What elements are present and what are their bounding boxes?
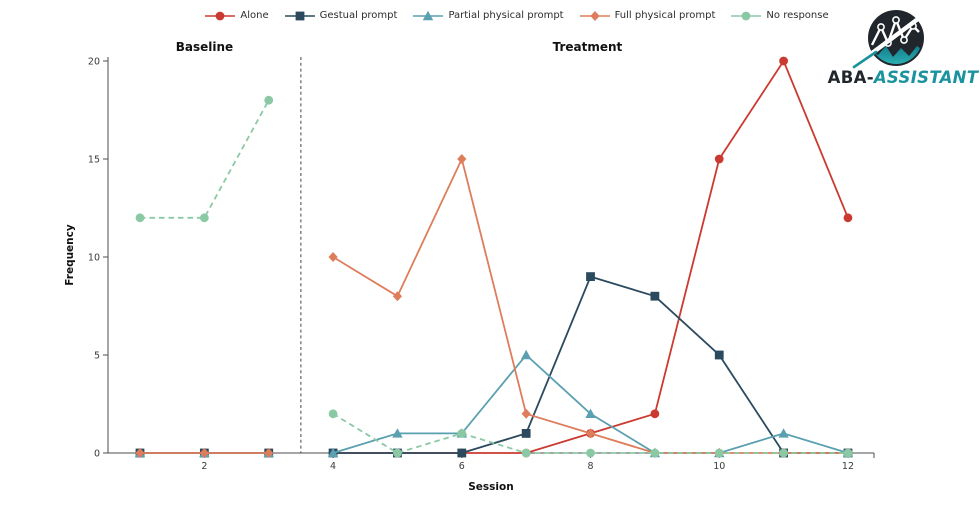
x-tick-label: 6 (459, 461, 465, 472)
y-axis-label: Frequency (64, 224, 76, 286)
y-tick-label: 20 (88, 56, 100, 67)
data-point-partial-physical-prompt (392, 428, 403, 438)
data-point-full-physical-prompt (135, 448, 145, 458)
data-point-gestual-prompt (650, 291, 660, 301)
data-point-alone (650, 409, 660, 419)
data-point-gestual-prompt (521, 429, 531, 438)
y-tick-label: 15 (88, 154, 100, 165)
brand-text-secondary: ASSISTANT (873, 68, 979, 87)
x-tick-label: 12 (842, 461, 854, 472)
data-point-alone (843, 213, 853, 223)
aba-assistant-logo-icon (852, 7, 933, 69)
data-point-full-physical-prompt (199, 448, 209, 458)
legend-label: Partial physical prompt (448, 10, 564, 21)
aba-assistant-wordmark: ABA-ASSISTANT (826, 68, 980, 87)
data-point-partial-physical-prompt (778, 428, 789, 438)
y-tick-label: 10 (88, 252, 100, 263)
data-point-no-response (199, 213, 209, 223)
legend-item-no-response: No response (731, 10, 829, 22)
legend-label: Alone (240, 10, 269, 21)
data-point-no-response (650, 448, 660, 458)
no-response-marker-icon (731, 11, 762, 21)
legend-item-alone: Alone (205, 10, 269, 22)
x-axis-label: Session (468, 481, 513, 493)
data-point-full-physical-prompt (521, 408, 531, 419)
data-point-no-response (779, 448, 788, 458)
data-point-no-response (843, 448, 853, 458)
x-tick-label: 8 (587, 461, 593, 472)
data-point-partial-physical-prompt (520, 349, 532, 360)
legend-item-partial-physical-prompt: Partial physical prompt (413, 10, 564, 22)
data-point-full-physical-prompt (392, 291, 403, 302)
series-line-no-response (140, 99, 270, 219)
series-no-response (135, 95, 853, 458)
aba-assistant-logo: ABA-ASSISTANT (826, 4, 980, 96)
data-point-full-physical-prompt (264, 448, 274, 458)
data-point-full-physical-prompt (328, 252, 338, 262)
legend-label: Full physical prompt (614, 10, 716, 21)
data-point-no-response (714, 448, 724, 458)
series-gestual-prompt (135, 272, 853, 458)
data-point-alone (714, 154, 724, 164)
data-point-partial-physical-prompt (585, 408, 596, 418)
data-point-full-physical-prompt (457, 154, 467, 164)
data-point-gestual-prompt (586, 272, 595, 281)
chart-legend: Alone Gestual prompt Partial physical prom… (0, 10, 980, 22)
data-point-no-response (521, 448, 531, 458)
data-point-no-response (135, 213, 145, 223)
full-physical-prompt-marker-icon (579, 11, 610, 21)
series-alone (135, 56, 853, 458)
data-point-no-response (393, 448, 402, 458)
data-point-gestual-prompt (457, 448, 467, 458)
y-tick-label: 5 (94, 350, 100, 361)
data-point-full-physical-prompt (585, 428, 596, 439)
x-tick-label: 2 (201, 461, 207, 472)
legend-label: Gestual prompt (319, 10, 398, 21)
data-point-no-response (264, 95, 274, 105)
series-line-alone (333, 59, 849, 454)
data-point-gestual-prompt (714, 350, 724, 360)
gestual-prompt-marker-icon (284, 11, 315, 21)
data-point-alone (779, 56, 788, 66)
data-point-no-response (586, 448, 595, 458)
series-full-physical-prompt (135, 154, 853, 458)
x-tick-label: 10 (713, 461, 725, 472)
data-point-partial-physical-prompt (327, 447, 339, 458)
data-point-no-response (457, 429, 467, 438)
series-line-no-response (332, 413, 848, 454)
phase-title-treatment: Treatment (553, 40, 623, 54)
legend-item-full-physical-prompt: Full physical prompt (579, 10, 716, 22)
legend-label: No response (766, 10, 829, 21)
brand-text-primary: ABA- (827, 68, 874, 87)
alone-marker-icon (205, 11, 236, 21)
data-point-no-response (328, 409, 338, 419)
series-line-gestual-prompt (333, 275, 848, 454)
phase-title-baseline: Baseline (176, 40, 233, 54)
x-tick-label: 4 (330, 461, 336, 472)
series-partial-physical-prompt (134, 349, 854, 458)
legend-item-gestual-prompt: Gestual prompt (284, 10, 398, 22)
y-tick-label: 0 (94, 448, 100, 459)
partial-physical-prompt-marker-icon (413, 10, 444, 21)
